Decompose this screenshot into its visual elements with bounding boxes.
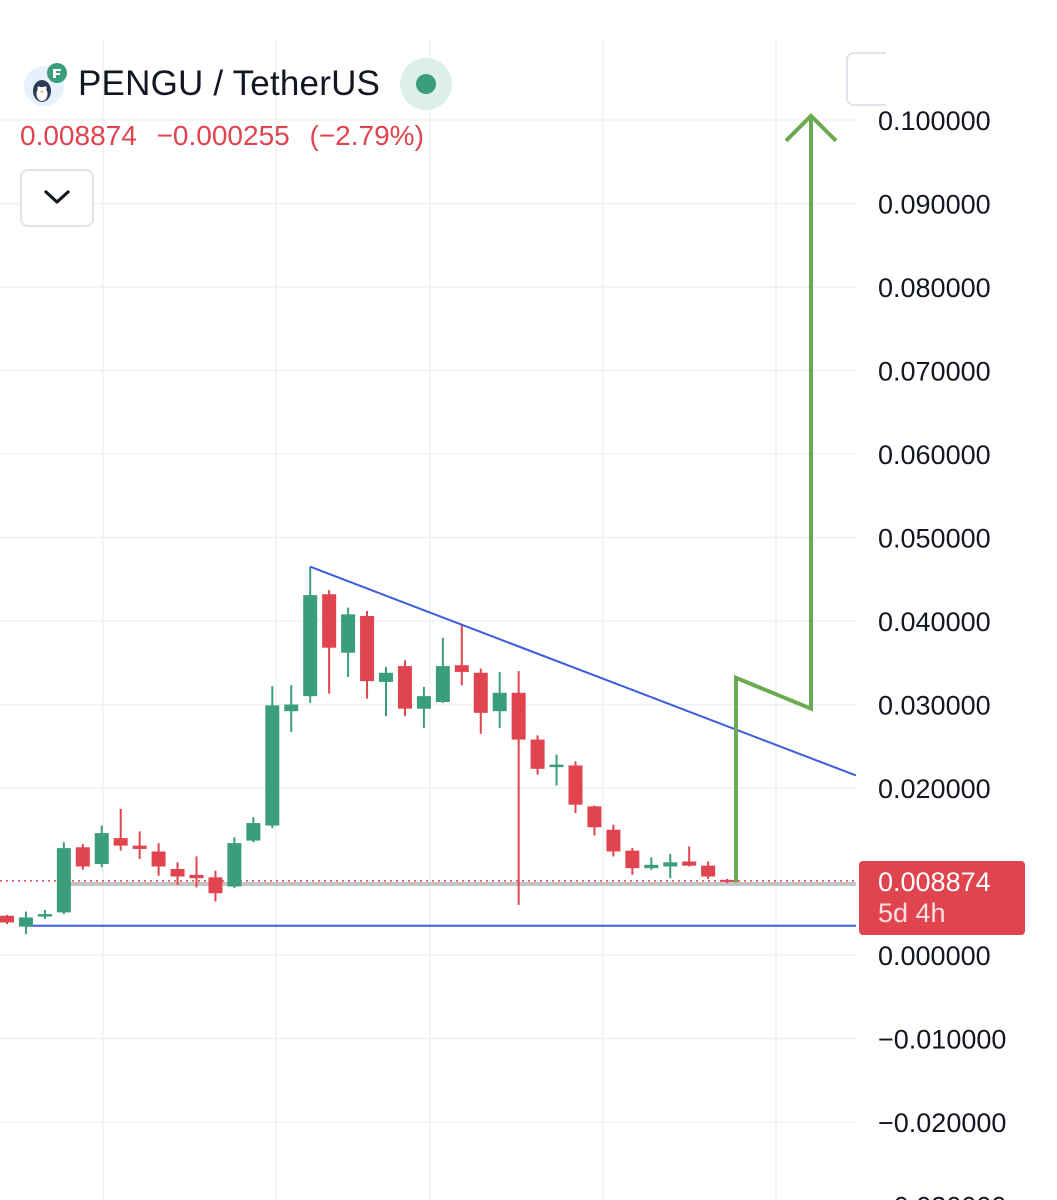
candle-down — [75, 847, 90, 867]
candle-down — [360, 615, 375, 682]
candle-down — [322, 594, 337, 648]
candle-up — [549, 764, 564, 768]
badge-price-value: 0.008874 — [878, 867, 991, 897]
candle-down — [0, 915, 14, 923]
price-axis-tick-label: 0.040000 — [878, 607, 991, 637]
annotations-front — [309, 112, 857, 883]
legend-collapse-button[interactable] — [20, 169, 94, 227]
candle-down — [587, 806, 602, 828]
candle-down — [113, 838, 128, 846]
candle-down — [530, 739, 545, 769]
chart-control-button[interactable] — [846, 52, 886, 106]
price-change-line: 0.008874 −0.000255 (−2.79%) — [20, 120, 436, 152]
candle-up — [246, 823, 261, 841]
price-axis-tick-label: −0.030000 — [878, 1192, 1006, 1200]
symbol-title[interactable]: PENGU / TetherUS — [78, 64, 381, 103]
candle-up — [379, 672, 393, 682]
price-axis-tick-label: 0.050000 — [878, 524, 991, 554]
change-percent-value: (−2.79%) — [309, 120, 424, 151]
candle-down — [625, 850, 640, 869]
candle-down — [720, 879, 735, 882]
price-axis-tick-label: 0.080000 — [878, 273, 991, 303]
projection-path — [734, 115, 813, 883]
symbol-legend: PENGU / TetherUS — [22, 58, 453, 110]
price-axis-tick-label: 0.020000 — [878, 774, 991, 804]
annotations-back — [0, 880, 856, 927]
change-absolute-value: −0.000255 — [156, 120, 290, 151]
candle-up — [492, 692, 507, 712]
candle-up — [18, 917, 33, 927]
candle-up — [644, 864, 659, 869]
candle-up — [37, 914, 52, 917]
candle-down — [606, 829, 621, 852]
candle-up — [435, 666, 450, 702]
candle-down — [473, 672, 488, 713]
candle-down — [151, 851, 166, 867]
market-status-indicator[interactable] — [400, 58, 453, 110]
candle-down — [132, 845, 147, 849]
price-axis-tick-label: −0.020000 — [878, 1108, 1006, 1138]
candle-up — [341, 614, 356, 653]
candles — [0, 566, 735, 935]
projection-arrowhead — [784, 112, 838, 143]
candle-up — [303, 595, 318, 697]
bar-countdown-value: 5d 4h — [878, 898, 946, 928]
price-axis-tick-label: −0.010000 — [878, 1025, 1006, 1055]
candle-down — [701, 865, 716, 877]
candle-down — [170, 868, 185, 877]
pengu-logo-icon — [22, 61, 68, 107]
chevron-down-icon — [44, 190, 70, 204]
price-axis-tick-label: 0.070000 — [878, 357, 991, 387]
price-axis[interactable]: 0.100000 0.090000 0.080000 0.070000 0.060000… — [878, 106, 1006, 1200]
last-price-value: 0.008874 — [20, 120, 137, 151]
candle-down — [189, 874, 204, 879]
price-axis-tick-label: 0.060000 — [878, 440, 991, 470]
price-axis-tick-label: 0.030000 — [878, 691, 991, 721]
candle-down — [682, 861, 697, 866]
candle-up — [56, 848, 71, 913]
descending-trendline — [309, 565, 857, 777]
candle-down — [397, 666, 412, 709]
price-axis-tick-label: 0.100000 — [878, 106, 991, 136]
candle-up — [265, 705, 280, 826]
candle-up — [284, 704, 299, 712]
candle-down — [511, 692, 526, 740]
last-price-badge: 0.008874 5d 4h — [859, 861, 1025, 935]
candle-up — [94, 833, 109, 864]
candle-up — [227, 843, 242, 887]
candle-down — [208, 877, 223, 894]
candle-down — [454, 665, 469, 672]
candle-up — [663, 862, 678, 867]
price-axis-tick-label: 0.000000 — [878, 941, 991, 971]
market-open-dot-icon — [416, 74, 437, 94]
price-axis-tick-label: 0.090000 — [878, 190, 991, 220]
candle-up — [416, 696, 431, 709]
grid — [0, 40, 856, 1200]
candle-down — [568, 765, 583, 805]
